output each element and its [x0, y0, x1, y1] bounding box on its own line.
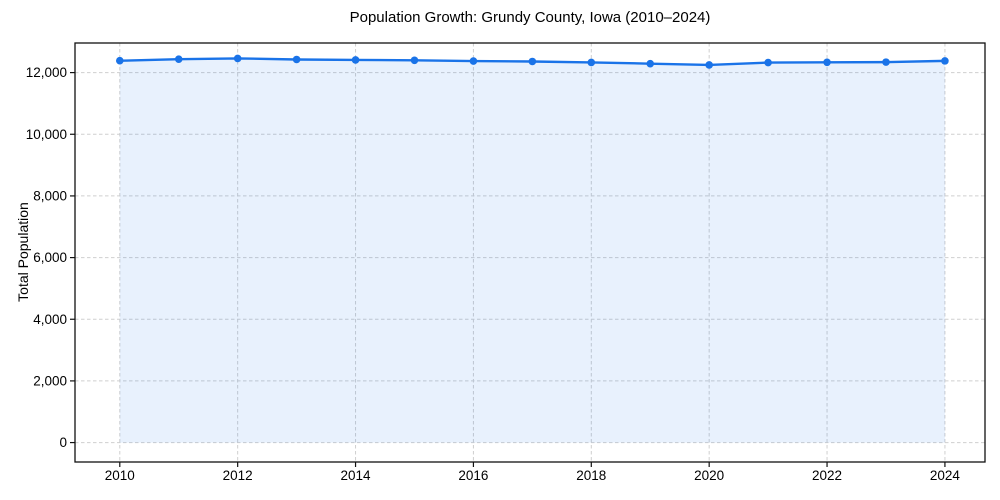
x-axis-tick-label: 2012: [223, 468, 253, 483]
data-point-2024: [941, 57, 949, 65]
y-axis-tick-label: 12,000: [26, 65, 67, 80]
plot-border: [74, 42, 986, 463]
data-point-2011: [174, 55, 183, 63]
y-axis-tick-label: 4,000: [33, 312, 67, 327]
y-axis-tick-label: 6,000: [33, 250, 67, 265]
data-point-2016: [469, 57, 478, 65]
x-axis-tick-label: 2024: [930, 468, 961, 483]
area-fill: [119, 58, 945, 443]
x-axis-tick-label: 2016: [458, 468, 488, 483]
data-point-2023: [882, 58, 890, 66]
data-point-2012: [233, 54, 242, 63]
data-point-2013: [292, 55, 301, 64]
x-axis-tick-label: 2022: [812, 468, 842, 483]
y-axis-tick-label: 0: [59, 435, 67, 450]
y-axis-tick-label: 8,000: [33, 188, 67, 203]
data-point-2018: [587, 58, 596, 67]
x-axis-tick-label: 2014: [341, 468, 372, 483]
x-axis-tick-label: 2010: [105, 468, 135, 483]
data-point-2010: [115, 56, 124, 65]
y-axis-tick-label: 10,000: [26, 127, 67, 142]
x-axis-tick-label: 2020: [694, 468, 724, 483]
data-point-2022: [823, 58, 831, 67]
chart-title: Population Growth: Grundy County, Iowa (…: [349, 9, 711, 26]
data-point-2014: [351, 56, 360, 64]
data-point-2019: [646, 59, 655, 68]
data-point-2015: [410, 56, 419, 65]
data-point-2021: [764, 58, 772, 67]
y-axis-tick-label: 2,000: [33, 373, 67, 388]
data-point-2020: [705, 61, 713, 69]
x-axis-tick-label: 2018: [576, 468, 606, 483]
data-point-2017: [528, 57, 537, 66]
